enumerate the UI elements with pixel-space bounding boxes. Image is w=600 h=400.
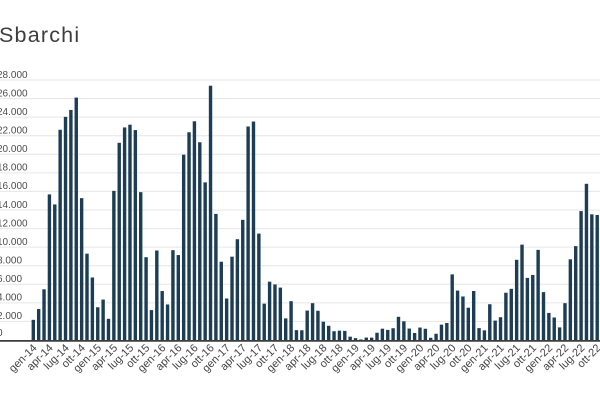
svg-text:0: 0	[0, 328, 3, 339]
svg-text:12.000: 12.000	[0, 218, 28, 229]
svg-text:2.000: 2.000	[0, 311, 22, 322]
svg-text:14.000: 14.000	[0, 200, 28, 211]
svg-text:26.000: 26.000	[0, 88, 28, 99]
svg-text:18.000: 18.000	[0, 163, 28, 174]
svg-text:4.000: 4.000	[0, 293, 22, 304]
svg-text:16.000: 16.000	[0, 181, 28, 192]
svg-text:24.000: 24.000	[0, 107, 28, 118]
svg-text:10.000: 10.000	[0, 237, 28, 248]
svg-text:8.000: 8.000	[0, 256, 22, 267]
svg-text:6.000: 6.000	[0, 274, 22, 285]
svg-text:20.000: 20.000	[0, 144, 28, 155]
svg-text:28.000: 28.000	[0, 70, 28, 81]
svg-text:22.000: 22.000	[0, 126, 28, 137]
